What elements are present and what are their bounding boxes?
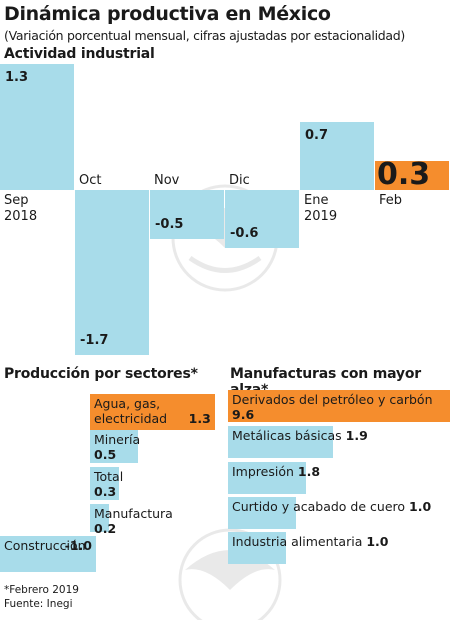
hbar-value-2: 0.3 <box>94 484 117 499</box>
hbar-text-0: Agua, gas, electricidad 1.3 <box>94 396 211 426</box>
hbar-text-2: Total 0.3 <box>94 469 123 499</box>
hbar-category-4: Industria alimentaria <box>232 534 363 549</box>
hbar-text-2: Impresión 1.8 <box>232 464 450 479</box>
hbar-text-1: Minería 0.5 <box>94 432 140 462</box>
hbar-value-2: 1.8 <box>297 464 321 479</box>
category-label-4: Ene 2019 <box>304 193 338 224</box>
industrial-activity-chart: 1.3 Sep 2018 -1.7 Oct -0.5 Nov -0.6 Dic 0.7 Ene 2… <box>0 63 450 360</box>
hbar-1 <box>228 426 333 458</box>
sectors-title: Producción por sectores* <box>4 366 198 382</box>
footnote: *Febrero 2019 <box>4 584 79 596</box>
hbar-0 <box>228 390 450 422</box>
hbar-category-0: Derivados del petróleo y carbón <box>232 392 433 407</box>
value-label-5: 0.3 <box>377 156 431 192</box>
category-label-3: Dic <box>229 173 250 188</box>
hbar-category-3: Manufactura <box>94 506 173 521</box>
hbar-category-4: Construcción <box>4 538 86 553</box>
hbar-text-4: Industria alimentaria 1.0 <box>232 534 450 549</box>
hbar-value-1: 1.9 <box>345 428 368 443</box>
category-label-0: Sep 2018 <box>4 193 38 224</box>
page-title: Dinámica productiva en México <box>4 3 331 25</box>
hbar-2 <box>90 467 119 500</box>
bar-2 <box>150 190 224 239</box>
hbar-value-3: 0.2 <box>94 521 117 536</box>
bar-4 <box>300 122 374 190</box>
bar-5 <box>375 160 449 190</box>
hbar-3 <box>90 504 110 532</box>
value-label-0: 1.3 <box>5 69 29 85</box>
sectors-chart: Agua, gas, electricidad 1.3 Minería 0.5 Tot… <box>0 394 225 574</box>
hbar-1 <box>90 430 138 463</box>
hbar-value-0: 1.3 <box>188 411 211 426</box>
bar-3 <box>225 190 299 249</box>
hbar-text-4: Construcción -1.0 <box>4 538 92 553</box>
hbar-text-0: Derivados del petróleo y carbón 9.6 <box>232 392 450 422</box>
hbar-value-4: 1.0 <box>366 534 389 549</box>
hbar-text-1: Metálicas básicas 1.9 <box>232 428 450 443</box>
category-label-5: Feb <box>379 193 403 208</box>
page-subtitle: (Variación porcentual mensual, cifras aj… <box>4 28 405 43</box>
manufactures-chart: Derivados del petróleo y carbón 9.6 Metál… <box>228 390 450 570</box>
hbar-4 <box>228 532 286 564</box>
hbar-value-0: 9.6 <box>232 407 255 422</box>
hbar-text-3: Curtido y acabado de cuero 1.0 <box>232 499 450 514</box>
value-label-4: 0.7 <box>305 128 329 144</box>
source-note: Fuente: Inegi <box>4 598 73 610</box>
bar-0 <box>0 63 74 190</box>
hbar-category-2: Total <box>94 469 124 484</box>
hbar-4 <box>0 536 96 572</box>
bar-1 <box>75 190 149 355</box>
category-label-2: Nov <box>154 173 180 188</box>
category-label-1: Oct <box>79 173 102 188</box>
value-label-3: -0.6 <box>230 226 259 242</box>
hbar-0 <box>90 394 215 430</box>
hbar-value-1: 0.5 <box>94 447 117 462</box>
hbar-category-2: Impresión <box>232 464 294 479</box>
hbar-category-1: Metálicas básicas <box>232 428 342 443</box>
industrial-activity-title: Actividad industrial <box>4 46 155 62</box>
hbar-category-3: Curtido y acabado de cuero <box>232 499 406 514</box>
value-label-2: -0.5 <box>155 216 184 232</box>
value-label-1: -1.7 <box>80 333 109 348</box>
hbar-value-3: 1.0 <box>409 499 432 514</box>
hbar-category-0: Agua, gas, electricidad <box>94 396 168 426</box>
hbar-category-1: Minería <box>94 432 141 447</box>
hbar-2 <box>228 462 306 494</box>
hbar-3 <box>228 497 296 529</box>
hbar-text-3: Manufactura 0.2 <box>94 506 173 536</box>
hbar-value-4: -1.0 <box>64 538 92 553</box>
